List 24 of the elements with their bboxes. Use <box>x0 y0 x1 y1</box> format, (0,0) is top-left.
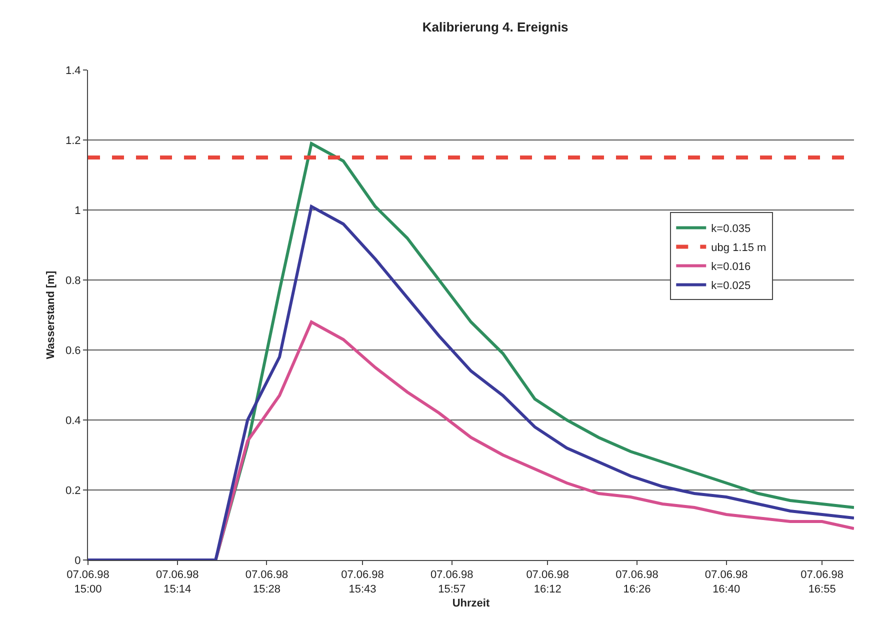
y-tick-label: 0 <box>74 554 81 567</box>
y-axis-title: Wasserstand [m] <box>45 270 58 360</box>
x-tick-label: 07.06.98 15:28 <box>245 569 288 596</box>
x-tick-label: 07.06.98 15:00 <box>66 569 110 596</box>
x-tick-label: 07.06.98 15:57 <box>430 569 474 596</box>
y-tick-label: 0.6 <box>66 344 81 357</box>
x-tick-label: 07.06.98 15:43 <box>341 569 384 596</box>
y-tick-label: 0.4 <box>66 414 81 427</box>
y-tick-label: 1.2 <box>66 134 81 147</box>
x-tick-label: 07.06.98 16:26 <box>616 569 658 596</box>
y-tick-label: 1 <box>74 204 81 217</box>
x-tick-label: 07.06.98 16:55 <box>800 569 844 596</box>
x-tick-label: 07.06.98 15:14 <box>156 569 199 596</box>
chart-title: Kalibrierung 4. Ereignis <box>422 19 568 34</box>
legend-label: ubg 1.15 m <box>711 242 766 254</box>
legend-label: k=0.025 <box>711 280 751 292</box>
y-tick-label: 0.8 <box>66 274 81 287</box>
legend-label: k=0.016 <box>711 260 751 273</box>
y-tick-label: 0.2 <box>66 484 81 497</box>
x-axis-title: Uhrzeit <box>452 598 490 610</box>
x-tick-label: 07.06.98 16:12 <box>526 569 570 596</box>
x-tick-label: 07.06.98 16:40 <box>704 569 748 596</box>
y-tick-label: 1.4 <box>66 64 81 77</box>
legend-label: k=0.035 <box>711 222 751 235</box>
